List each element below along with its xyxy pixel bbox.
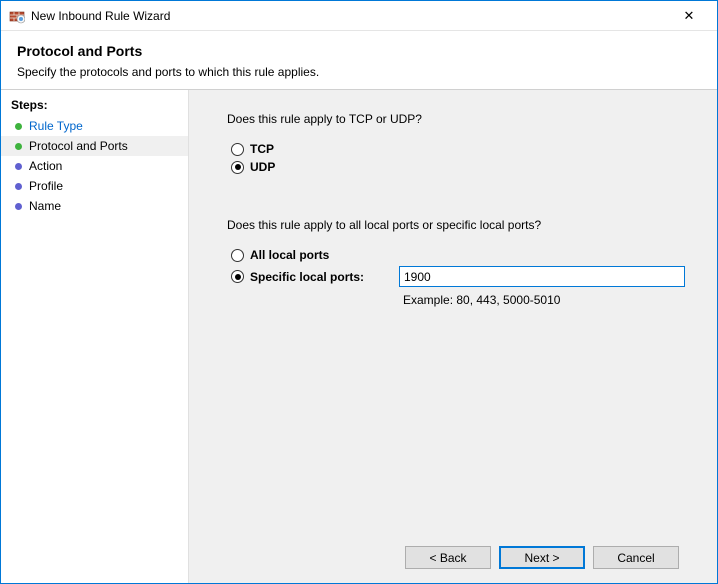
step-name: Name — [1, 196, 188, 216]
next-button[interactable]: Next > — [499, 546, 585, 569]
step-bullet-icon — [15, 163, 22, 170]
radio-specific-local-ports[interactable]: Specific local ports: — [227, 264, 693, 289]
step-bullet-icon — [15, 143, 22, 150]
radio-udp[interactable]: UDP — [227, 158, 693, 176]
ports-example: Example: 80, 443, 5000-5010 — [403, 289, 693, 307]
wizard-body: Steps: Rule Type Protocol and Ports Acti… — [1, 90, 717, 583]
wizard-footer: < Back Next > Cancel — [227, 532, 693, 583]
question-protocol: Does this rule apply to TCP or UDP? — [227, 112, 693, 126]
radio-label: All local ports — [250, 248, 329, 262]
step-link[interactable]: Rule Type — [29, 119, 83, 133]
step-label: Protocol and Ports — [29, 139, 128, 153]
specific-ports-input[interactable] — [399, 266, 685, 287]
radio-label: UDP — [250, 160, 275, 174]
radio-tcp[interactable]: TCP — [227, 140, 693, 158]
step-label: Profile — [29, 179, 63, 193]
step-bullet-icon — [15, 123, 22, 130]
step-bullet-icon — [15, 183, 22, 190]
step-rule-type[interactable]: Rule Type — [1, 116, 188, 136]
steps-sidebar: Steps: Rule Type Protocol and Ports Acti… — [1, 90, 189, 583]
step-label: Action — [29, 159, 62, 173]
radio-icon — [231, 161, 244, 174]
step-protocol-and-ports: Protocol and Ports — [1, 136, 188, 156]
step-action: Action — [1, 156, 188, 176]
question-ports: Does this rule apply to all local ports … — [227, 218, 693, 232]
titlebar: New Inbound Rule Wizard ✕ — [1, 1, 717, 31]
step-bullet-icon — [15, 203, 22, 210]
step-label: Name — [29, 199, 61, 213]
page-subtitle: Specify the protocols and ports to which… — [17, 65, 701, 79]
window-title: New Inbound Rule Wizard — [31, 9, 669, 23]
wizard-window: New Inbound Rule Wizard ✕ Protocol and P… — [0, 0, 718, 584]
radio-label: Specific local ports: — [250, 270, 364, 284]
close-icon: ✕ — [684, 8, 695, 24]
page-title: Protocol and Ports — [17, 43, 701, 59]
step-profile: Profile — [1, 176, 188, 196]
radio-all-local-ports[interactable]: All local ports — [227, 246, 693, 264]
wizard-header: Protocol and Ports Specify the protocols… — [1, 31, 717, 89]
ports-section: Does this rule apply to all local ports … — [227, 218, 693, 307]
radio-label: TCP — [250, 142, 274, 156]
radio-icon — [231, 249, 244, 262]
cancel-button[interactable]: Cancel — [593, 546, 679, 569]
content-panel: Does this rule apply to TCP or UDP? TCP … — [189, 90, 717, 583]
radio-icon — [231, 143, 244, 156]
close-button[interactable]: ✕ — [669, 2, 709, 30]
back-button[interactable]: < Back — [405, 546, 491, 569]
firewall-icon — [9, 8, 25, 24]
steps-heading: Steps: — [1, 94, 188, 116]
radio-icon — [231, 270, 244, 283]
